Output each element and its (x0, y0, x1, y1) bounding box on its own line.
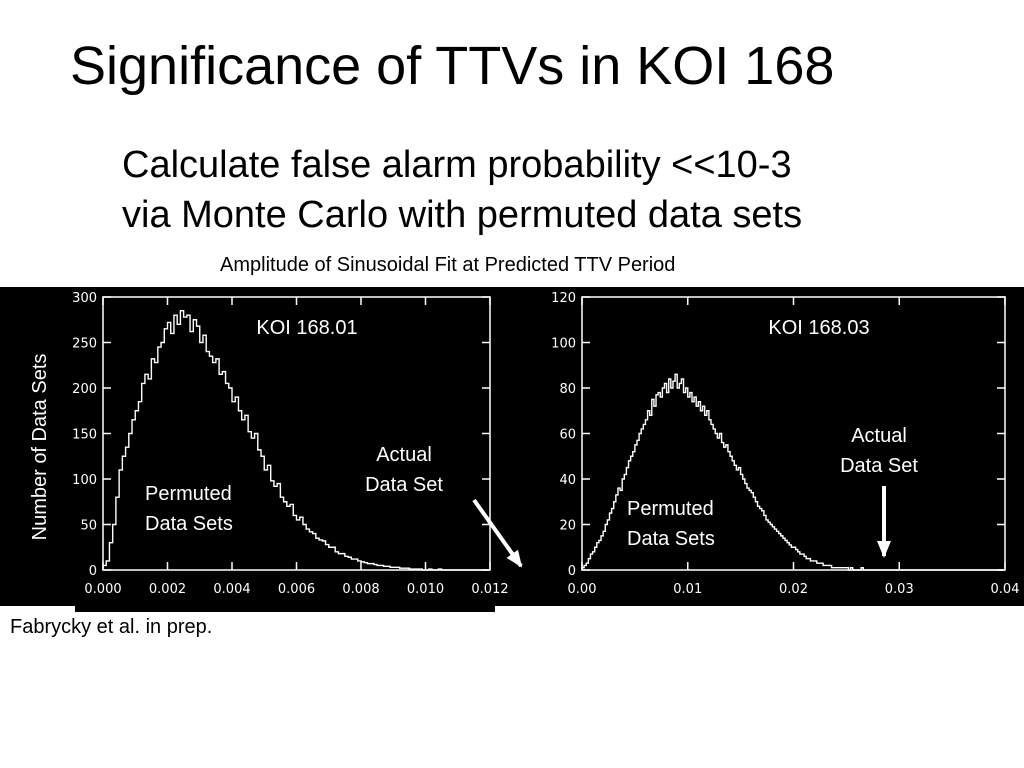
permuted-label: Permuted (145, 483, 232, 505)
actual-label: Data Set (365, 474, 443, 496)
y-tick-label: 60 (559, 428, 576, 443)
credit-text: Fabrycky et al. in prep. (10, 616, 213, 638)
y-tick-label: 100 (72, 473, 97, 488)
chart-title: KOI 168.03 (768, 317, 869, 339)
x-tick-label: 0.004 (213, 582, 250, 597)
x-tick-label: 0.002 (149, 582, 186, 597)
histogram-outline (581, 373, 1005, 571)
chart-panel-koi-168-01: 0 50 100 150 200 250 300 0.000 0.002 0.004 0.006 0.… (72, 291, 523, 597)
x-axis-caption: Amplitude of Sinusoidal Fit at Predicted… (220, 254, 676, 276)
x-tick-label: 0.012 (471, 582, 508, 597)
actual-label: Actual (376, 444, 432, 466)
x-tick-label: 0.000 (84, 582, 121, 597)
y-tick-label: 150 (72, 428, 97, 443)
x-tick-label: 0.02 (779, 582, 808, 597)
y-tick-label: 0 (568, 564, 576, 579)
x-tick-label: 0.010 (407, 582, 444, 597)
y-axis-label: Number of Data Sets (29, 354, 51, 541)
x-tick-label: 0.01 (673, 582, 702, 597)
figure-background (0, 287, 1024, 612)
chart-title: KOI 168.01 (256, 317, 357, 339)
permuted-label: Permuted (627, 498, 714, 520)
permuted-label: Data Sets (145, 513, 233, 535)
y-tick-label: 0 (89, 564, 97, 579)
y-tick-label: 20 (559, 519, 576, 534)
actual-label: Actual (851, 425, 907, 447)
permuted-label: Data Sets (627, 528, 715, 550)
chart-panel-koi-168-03: 0 20 40 60 80 100 120 0.00 0.01 0.02 0.03 0.04 KOI 1… (551, 291, 1019, 597)
x-tick-label: 0.008 (342, 582, 379, 597)
y-tick-label: 250 (72, 337, 97, 352)
actual-label: Data Set (840, 455, 918, 477)
actual-arrow-head (877, 541, 891, 558)
actual-arrow-head (506, 549, 523, 568)
subtitle-line-2: via Monte Carlo with permuted data sets (122, 194, 803, 236)
slide-title: Significance of TTVs in KOI 168 (70, 36, 835, 96)
x-tick-label: 0.03 (885, 582, 914, 597)
y-tick-label: 100 (551, 337, 576, 352)
y-tick-label: 80 (559, 382, 576, 397)
y-tick-label: 50 (80, 519, 97, 534)
x-tick-label: 0.00 (568, 582, 597, 597)
y-tick-label: 300 (72, 291, 97, 306)
y-tick-label: 200 (72, 382, 97, 397)
y-tick-label: 120 (551, 291, 576, 306)
y-tick-label: 40 (559, 473, 576, 488)
x-tick-label: 0.006 (278, 582, 315, 597)
subtitle-line-1: Calculate false alarm probability <<10-3 (122, 144, 792, 186)
histogram-outline (102, 309, 490, 571)
slide-subtitle: Calculate false alarm probability <<10-3… (122, 140, 802, 240)
x-tick-label: 0.04 (991, 582, 1020, 597)
